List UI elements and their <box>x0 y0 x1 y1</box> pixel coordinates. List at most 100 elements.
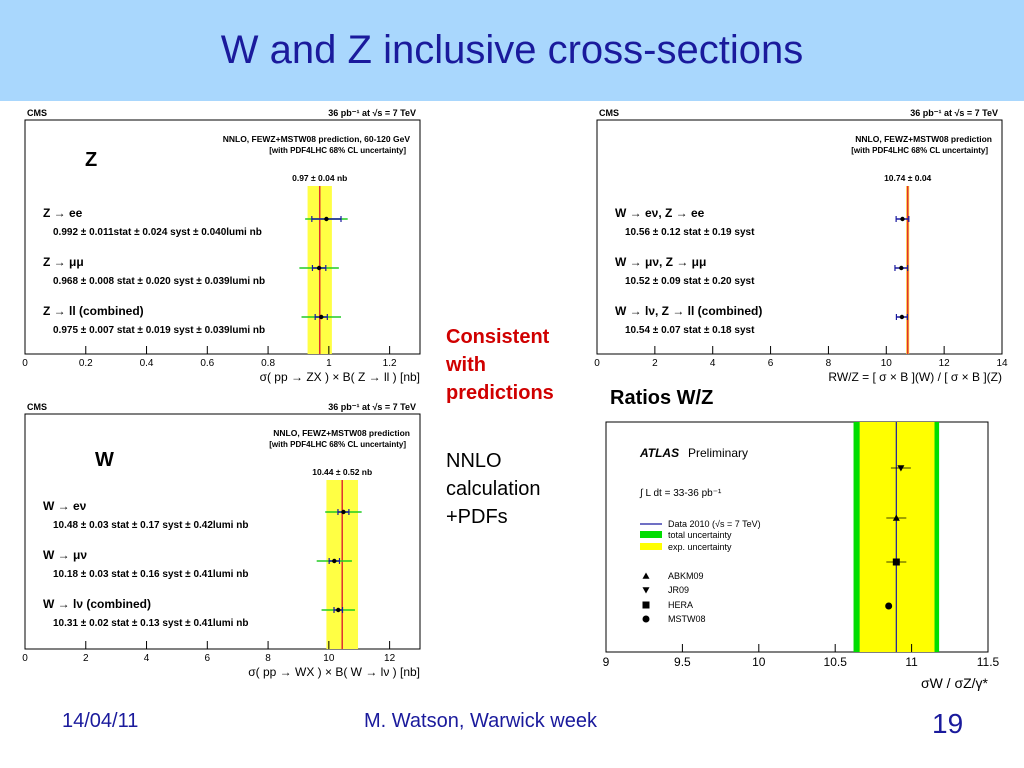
measurement-result: 10.18 ± 0.03 stat ± 0.16 syst ± 0.41lumi… <box>53 569 248 580</box>
nnlo-note: NNLO calculation +PDFs <box>446 447 541 531</box>
x-axis-label: σW / σZ/γ* <box>921 675 989 691</box>
x-tick-label: 4 <box>144 653 150 664</box>
prediction-value: 10.44 ± 0.52 nb <box>312 467 372 477</box>
x-tick-label: 4 <box>710 358 716 369</box>
measurement-channel: Z → ee <box>43 206 83 220</box>
luminosity-label: ∫ L dt = 33-36 pb⁻¹ <box>639 488 722 499</box>
data-point <box>341 509 346 515</box>
panel-name: Z <box>85 149 97 171</box>
prediction-marker <box>885 602 893 610</box>
note-line: calculation <box>446 478 541 500</box>
preliminary-label: Preliminary <box>688 446 748 460</box>
prediction-marker <box>892 514 900 521</box>
data-point <box>319 314 324 320</box>
x-tick-label: 8 <box>826 358 832 369</box>
prediction-sub: [with PDF4LHC 68% CL uncertainty] <box>269 440 406 449</box>
footer-date: 14/04/11 <box>62 710 139 732</box>
x-tick-label: 0.4 <box>140 358 154 369</box>
x-tick-label: 6 <box>205 653 211 664</box>
x-tick-label: 8 <box>265 653 271 664</box>
prediction-marker <box>892 558 900 566</box>
x-tick-label: 1 <box>326 358 332 369</box>
x-tick-label: 12 <box>939 358 951 369</box>
data-point <box>316 265 322 271</box>
atlas-ratio-chart: ATLAS Preliminary ∫ L dt = 33-36 pb⁻¹ Data … <box>603 421 1000 691</box>
w-cross-section-chart: CMS 36 pb⁻¹ at √s = 7 TeV NNLO, FEWZ+MSTW0… <box>22 402 421 679</box>
legend-marker <box>642 587 650 594</box>
x-tick-label: 11 <box>905 655 918 669</box>
cms-label: CMS <box>27 402 47 412</box>
x-axis-label: σ( pp → ZX ) × B( Z → ll ) [nb] <box>260 370 420 384</box>
measurement-channel: W → eν <box>43 499 87 513</box>
measurement-result: 10.54 ± 0.07 stat ± 0.18 syst <box>625 325 755 336</box>
x-tick-label: 0.8 <box>261 358 275 369</box>
data-point <box>899 265 904 271</box>
legend-total-swatch <box>640 531 662 538</box>
wz-ratio-chart: CMS 36 pb⁻¹ at √s = 7 TeV NNLO, FEWZ+MSTW0… <box>594 108 1008 384</box>
legend-total: total uncertainty <box>668 530 732 540</box>
prediction-marker <box>897 465 905 472</box>
atlas-label: ATLAS <box>639 446 679 460</box>
measurement-result: 10.56 ± 0.12 stat ± 0.19 syst <box>625 227 755 238</box>
x-tick-label: 0 <box>22 358 28 369</box>
measurement-channel: W → lν (combined) <box>43 597 151 611</box>
measurement-result: 10.48 ± 0.03 stat ± 0.17 syst ± 0.42lumi… <box>53 520 248 531</box>
data-point <box>336 607 341 613</box>
legend-marker <box>642 601 650 609</box>
lumi-label: 36 pb⁻¹ at √s = 7 TeV <box>910 108 998 118</box>
measurement-result: 10.31 ± 0.02 stat ± 0.13 syst ± 0.41lumi… <box>53 618 248 629</box>
title-divider <box>0 101 1024 104</box>
measurement-result: 0.968 ± 0.008 stat ± 0.020 syst ± 0.039l… <box>53 276 265 287</box>
measurement-channel: W → μν, Z → μμ <box>615 255 706 269</box>
plot-frame <box>24 413 421 650</box>
measurement-result: 10.52 ± 0.09 stat ± 0.20 syst <box>625 276 755 287</box>
x-tick-label: 6 <box>768 358 774 369</box>
prediction-sub: [with PDF4LHC 68% CL uncertainty] <box>851 146 988 155</box>
measurement-channel: Z → ll (combined) <box>43 304 144 318</box>
cms-label: CMS <box>27 108 47 118</box>
prediction-label: NNLO, FEWZ+MSTW08 prediction <box>855 134 992 144</box>
note-line: Consistent <box>446 326 550 348</box>
x-tick-label: 0 <box>594 358 600 369</box>
measurement-result: 0.992 ± 0.011stat ± 0.024 syst ± 0.040lu… <box>53 227 262 238</box>
note-line: +PDFs <box>446 506 508 528</box>
z-cross-section-chart: CMS 36 pb⁻¹ at √s = 7 TeV NNLO, FEWZ+MSTW0… <box>22 108 421 384</box>
measurement-result: 0.975 ± 0.007 stat ± 0.019 syst ± 0.039l… <box>53 325 265 336</box>
x-tick-label: 10 <box>881 358 893 369</box>
legend-marker <box>642 615 650 623</box>
x-tick-label: 2 <box>652 358 658 369</box>
x-tick-label: 12 <box>384 653 396 664</box>
x-tick-label: 14 <box>996 358 1008 369</box>
x-tick-label: 0.6 <box>200 358 214 369</box>
x-tick-label: 10 <box>752 655 766 669</box>
x-tick-label: 9 <box>603 655 610 669</box>
note-line: NNLO <box>446 450 502 472</box>
x-tick-label: 11.5 <box>977 655 1000 669</box>
exp-uncertainty-band <box>859 422 935 652</box>
x-tick-label: 0 <box>22 653 28 664</box>
measurement-channel: Z → μμ <box>43 255 84 269</box>
legend-exp-swatch <box>640 543 662 550</box>
x-tick-label: 10 <box>323 653 335 664</box>
cms-label: CMS <box>599 108 619 118</box>
legend-prediction: ABKM09 <box>668 571 704 581</box>
legend-prediction: HERA <box>668 600 693 610</box>
plot-frame <box>24 119 421 355</box>
data-point <box>324 216 329 222</box>
lumi-label: 36 pb⁻¹ at √s = 7 TeV <box>328 402 416 412</box>
measurement-channel: W → eν, Z → ee <box>615 206 705 220</box>
data-point <box>899 314 905 320</box>
prediction-sub: [with PDF4LHC 68% CL uncertainty] <box>269 146 406 155</box>
ratios-label: Ratios W/Z <box>610 387 714 409</box>
title-bar: W and Z inclusive cross-sections <box>0 0 1024 101</box>
prediction-label: NNLO, FEWZ+MSTW08 prediction, 60-120 GeV <box>223 134 411 144</box>
legend-data: Data 2010 (√s = 7 TeV) <box>668 519 761 529</box>
legend-exp: exp. uncertainty <box>668 542 732 552</box>
x-axis-label: σ( pp → WX ) × B( W → lν ) [nb] <box>248 665 420 679</box>
prediction-label: NNLO, FEWZ+MSTW08 prediction <box>273 428 410 438</box>
prediction-value: 10.74 ± 0.04 <box>884 173 931 183</box>
slide-title: W and Z inclusive cross-sections <box>220 28 804 72</box>
page-number: 19 <box>932 708 964 739</box>
x-axis-label: RW/Z = [ σ × B ](W) / [ σ × B ](Z) <box>828 370 1002 384</box>
legend-marker <box>642 572 650 579</box>
